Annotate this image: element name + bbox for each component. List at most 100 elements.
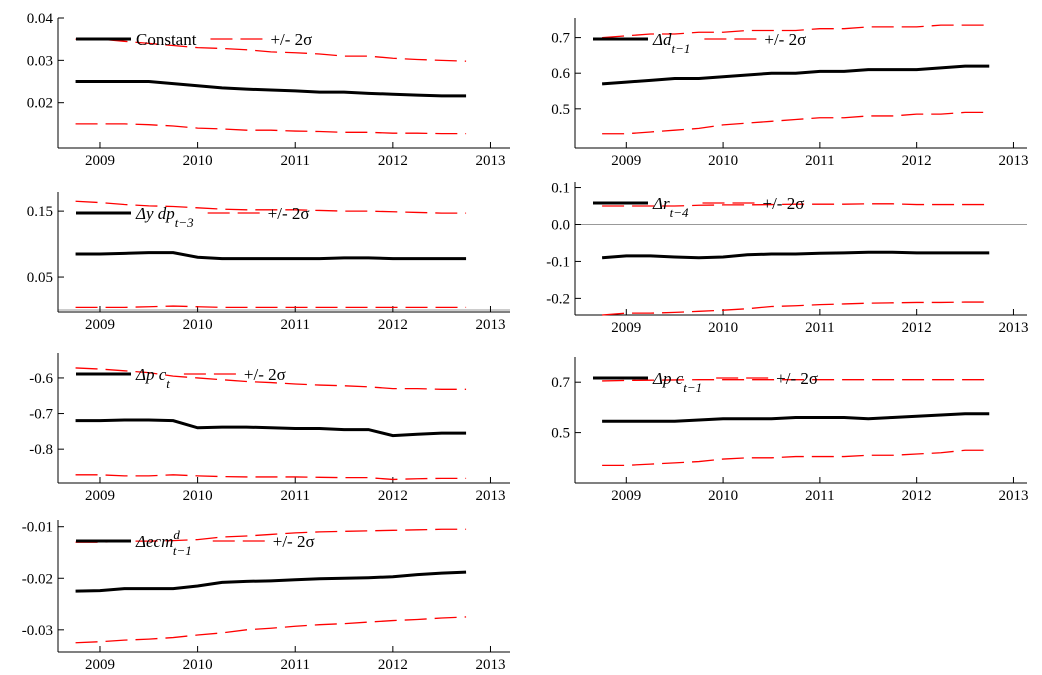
panel: -0.03 -0.02 -0.01 2009 2010 2011 2012 2013 Δecmd… (22, 520, 510, 673)
x-tick-label: 2009 (611, 153, 641, 169)
x-tick-label: 2013 (998, 153, 1028, 169)
y-tick-label: 0.5 (551, 102, 570, 118)
band-line (75, 38, 467, 62)
x-tick-label: 2013 (998, 488, 1028, 504)
panel: 0.05 0.15 2009 2010 2011 2012 2013 Δy dpt−3 +/- … (27, 192, 510, 333)
legend: Δrt−4 +/- 2σ (593, 194, 804, 220)
legend: Constant +/- 2σ (76, 30, 312, 49)
y-tick-label: 0.05 (27, 270, 53, 286)
legend-subscript: t−1 (683, 380, 702, 395)
x-tick-label: 2010 (183, 657, 213, 673)
x-tick-label: 2012 (378, 657, 408, 673)
x-tick-label: 2011 (281, 317, 310, 333)
band-line (602, 24, 990, 39)
y-tick-label: 0.5 (551, 426, 570, 442)
y-tick-label: -0.6 (29, 371, 53, 387)
x-tick-label: 2010 (708, 320, 738, 336)
legend-name: Δy dp (135, 204, 175, 223)
legend-name: +/- 2σ (244, 365, 286, 384)
band-line (602, 379, 990, 382)
x-tick-label: 2012 (902, 320, 932, 336)
x-tick-label: 2012 (378, 488, 408, 504)
y-tick-label: -0.02 (22, 571, 53, 587)
y-tick-label: -0.1 (546, 254, 570, 270)
x-tick-label: 2009 (85, 317, 115, 333)
y-tick-label: 0.7 (551, 375, 570, 391)
legend-label: +/- 2σ (762, 194, 804, 213)
legend-subscript: t (166, 376, 170, 391)
panel: -0.2 -0.1 0.0 0.1 2009 2010 2011 2012 2013 Δrt−4 +… (546, 181, 1028, 336)
legend-name: Constant (136, 30, 197, 49)
band-line (602, 203, 990, 207)
x-tick-label: 2012 (378, 153, 408, 169)
x-tick-label: 2009 (85, 657, 115, 673)
x-tick-label: 2011 (805, 320, 834, 336)
panel: 0.5 0.6 0.7 2009 2010 2011 2012 2013 Δdt−1 +/- 2σ (551, 18, 1028, 169)
legend-name: Δp c (652, 369, 684, 388)
band-line (602, 301, 990, 316)
x-tick-label: 2013 (475, 657, 505, 673)
legend: Δecmd t−1 +/- 2σ (76, 527, 315, 558)
legend-label: Δp ct−1 (652, 369, 702, 395)
panel: 0.02 0.03 0.04 2009 2010 2011 2012 2013 Constant… (27, 11, 510, 169)
y-tick-label: 0.04 (27, 11, 54, 27)
legend-subscript: t−3 (175, 215, 194, 230)
band-line (75, 528, 467, 543)
legend-label: +/- 2σ (244, 365, 286, 384)
x-tick-label: 2010 (183, 153, 213, 169)
legend-superscript: d (173, 527, 180, 542)
x-tick-label: 2009 (611, 488, 641, 504)
legend-label: Δecmd t−1 (135, 527, 192, 558)
estimate-line (601, 250, 990, 260)
legend-label: +/- 2σ (273, 532, 315, 551)
legend-name: +/- 2σ (762, 194, 804, 213)
y-tick-label: -0.8 (29, 442, 53, 458)
x-tick-label: 2011 (805, 488, 834, 504)
x-tick-label: 2011 (281, 153, 310, 169)
x-tick-label: 2010 (183, 317, 213, 333)
band-line (75, 123, 467, 135)
legend-name: +/- 2σ (270, 30, 312, 49)
x-tick-label: 2013 (475, 317, 505, 333)
legend-name: Δp c (135, 365, 167, 384)
legend-name: +/- 2σ (764, 30, 806, 49)
y-tick-label: 0.02 (27, 96, 53, 112)
x-tick-label: 2012 (378, 317, 408, 333)
legend-label: Δp ct (135, 365, 170, 391)
y-tick-label: 0.03 (27, 53, 53, 69)
legend-subscript: t−1 (671, 41, 690, 56)
legend-name: +/- 2σ (776, 369, 818, 388)
legend-name: +/- 2σ (273, 532, 315, 551)
y-tick-label: 0.0 (551, 217, 570, 233)
legend-label: Δrt−4 (652, 194, 689, 220)
x-tick-label: 2013 (998, 320, 1028, 336)
x-tick-label: 2010 (183, 488, 213, 504)
x-tick-label: 2011 (281, 488, 310, 504)
y-tick-label: 0.6 (551, 66, 570, 82)
y-tick-label: -0.2 (546, 291, 570, 307)
legend: Δp ct +/- 2σ (76, 365, 286, 391)
x-tick-label: 2012 (902, 153, 932, 169)
x-tick-label: 2011 (281, 657, 310, 673)
legend-name: Δd (652, 30, 672, 49)
estimate-line (602, 412, 990, 423)
band-line (602, 111, 990, 135)
x-tick-label: 2010 (708, 488, 738, 504)
y-tick-label: 0.1 (551, 181, 570, 197)
x-tick-label: 2013 (475, 153, 505, 169)
legend-name: Δr (652, 194, 670, 213)
band-line (75, 367, 467, 390)
x-tick-label: 2009 (85, 488, 115, 504)
y-tick-label: 0.7 (551, 31, 570, 47)
x-tick-label: 2013 (475, 488, 505, 504)
band-line (602, 449, 990, 467)
y-tick-label: -0.03 (22, 623, 53, 639)
legend: Δp ct−1 +/- 2σ (593, 369, 818, 395)
y-tick-label: 0.15 (27, 204, 53, 220)
panel: 0.5 0.7 2009 2010 2011 2012 2013 Δp ct−1 +/- 2σ (551, 357, 1028, 504)
x-tick-label: 2009 (611, 320, 641, 336)
estimate-line (75, 251, 467, 261)
panel: -0.8 -0.7 -0.6 2009 2010 2011 2012 2013 Δp ct +/-… (29, 353, 510, 504)
legend-label: +/- 2σ (776, 369, 818, 388)
